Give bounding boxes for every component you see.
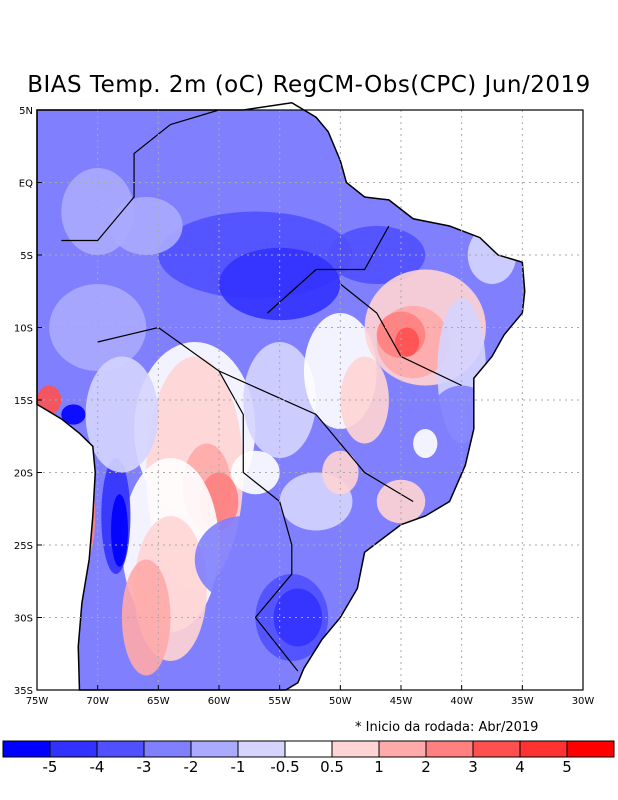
bias-blob [61, 168, 135, 255]
map-title: BIAS Temp. 2m (oC) RegCM-Obs(CPC) Jun/20… [27, 72, 591, 98]
colorbar-label: 0.5 [320, 758, 344, 776]
political-border [339, 283, 462, 387]
colorbar-swatch [2, 740, 51, 758]
lat-tick-label: 30S [14, 614, 33, 625]
run-start-note: * Inicio da rodada: Abr/2019 [355, 720, 539, 735]
lon-tick-label: 65W [147, 696, 170, 707]
colorbar-swatch [425, 740, 474, 758]
lat-tick-label: 5S [20, 251, 33, 262]
colorbar-label: -5 [42, 758, 58, 776]
colorbar-label: 5 [562, 758, 572, 776]
colorbar-label: -1 [230, 758, 246, 776]
colorbar-label: 4 [515, 758, 525, 776]
colorbar-swatch [519, 740, 568, 758]
lon-tick-label: 30W [572, 696, 595, 707]
lon-tick-label: 40W [450, 696, 473, 707]
coastline [36, 101, 526, 691]
colorbar-swatch [331, 740, 380, 758]
colorbar-swatch [284, 740, 333, 758]
bias-blob [85, 356, 159, 473]
bias-blob [61, 404, 86, 425]
colorbar-label: 1 [374, 758, 384, 776]
bias-blob [273, 588, 323, 647]
lat-tick-label: 25S [14, 541, 33, 552]
lat-tick-label: 20S [14, 469, 33, 480]
colorbar-label: 3 [468, 758, 478, 776]
colorbar-swatch [190, 740, 239, 758]
bias-blob [394, 327, 420, 357]
colorbar-swatch [237, 740, 286, 758]
colorbar-label: 2 [421, 758, 431, 776]
political-border [97, 326, 299, 672]
colorbar-swatch [143, 740, 192, 758]
colorbar-label: -0.5 [270, 758, 300, 776]
lon-tick-label: 70W [86, 696, 109, 707]
colorbar-swatch [566, 740, 615, 758]
lon-tick-label: 35W [511, 696, 534, 707]
political-border [267, 225, 390, 314]
colorbar-label: -2 [183, 758, 199, 776]
colorbar-label: -4 [89, 758, 105, 776]
lon-tick-label: 55W [268, 696, 291, 707]
political-border [61, 109, 220, 242]
colorbar-swatch [49, 740, 98, 758]
colorbar-swatch [472, 740, 521, 758]
bias-blob [413, 429, 438, 458]
lat-tick-label: 35S [14, 686, 33, 697]
bias-field [37, 110, 525, 690]
lon-tick-label: 50W [329, 696, 352, 707]
bias-blob [322, 450, 359, 495]
colorbar-swatch [378, 740, 427, 758]
lon-tick-label: 75W [26, 696, 49, 707]
colorbar-swatch [96, 740, 145, 758]
lat-tick-label: EQ [19, 179, 33, 190]
lon-tick-label: 45W [390, 696, 413, 707]
lat-tick-label: 10S [14, 324, 33, 335]
political-border [218, 370, 414, 503]
bias-blob [111, 494, 128, 567]
colorbar-label: -3 [136, 758, 152, 776]
lat-tick-label: 15S [14, 396, 33, 407]
lat-tick-label: 5N [19, 106, 33, 117]
lon-tick-label: 60W [208, 696, 231, 707]
bias-blob [340, 356, 389, 444]
